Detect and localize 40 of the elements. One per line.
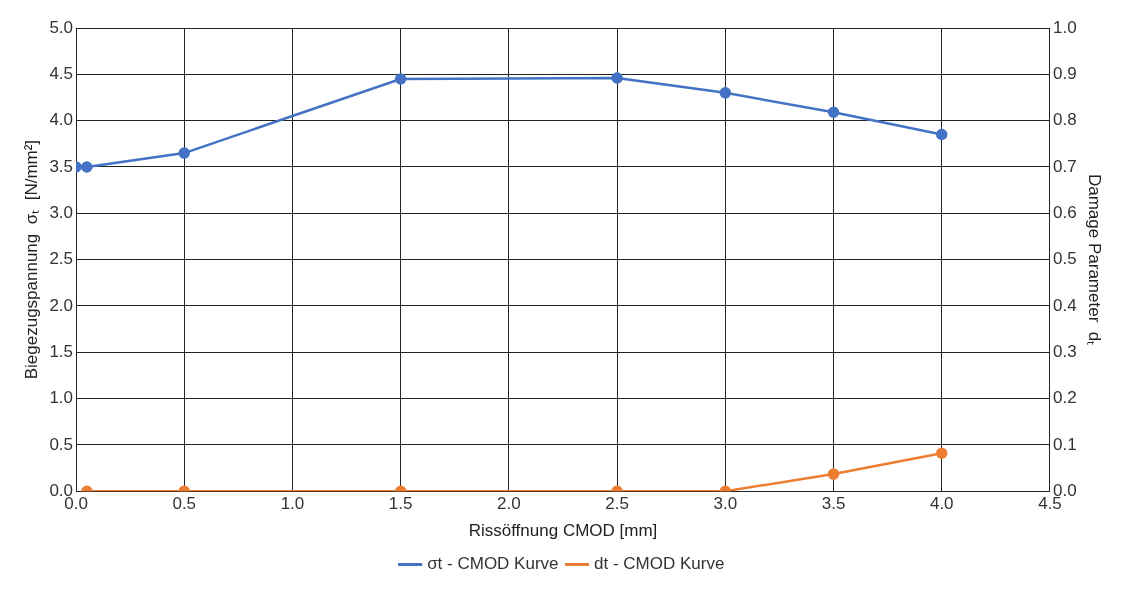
y2-tick-label: 0.6 bbox=[1052, 202, 1077, 222]
x-axis-title: Rissöffnung CMOD [mm] bbox=[468, 521, 658, 541]
y-tick-label: 0.5 bbox=[49, 434, 74, 454]
y2-tick-label: 0.4 bbox=[1052, 295, 1077, 315]
y-tick-label: 2.5 bbox=[49, 249, 74, 269]
legend-label: σt - CMOD Kurve bbox=[427, 554, 559, 574]
point bbox=[178, 147, 190, 159]
y-tick-label: 3.5 bbox=[49, 156, 74, 176]
y-tick-label: 3.0 bbox=[49, 202, 74, 222]
y-axis-title: Biegezugspannung σₜ [N/mm²] bbox=[21, 139, 41, 380]
y2-tick-label: 0.2 bbox=[1052, 388, 1077, 408]
point bbox=[611, 72, 623, 84]
point bbox=[81, 161, 93, 173]
y2-tick-label: 0.7 bbox=[1052, 156, 1077, 176]
y2-tick-label: 1.0 bbox=[1052, 17, 1077, 37]
point bbox=[719, 87, 732, 99]
x-tick-label: 3.0 bbox=[713, 494, 738, 514]
point bbox=[936, 128, 948, 141]
y2-tick-label: 0.3 bbox=[1052, 341, 1077, 361]
y-tick-label: 1.0 bbox=[49, 388, 74, 408]
y-tick-label: 4.5 bbox=[49, 64, 74, 84]
point bbox=[394, 73, 407, 85]
x-tick-label: 3.5 bbox=[821, 494, 846, 514]
y2-tick-label: 0.5 bbox=[1052, 249, 1077, 269]
legend-label: dt - CMOD Kurve bbox=[594, 554, 725, 574]
y-tick-label: 2.0 bbox=[49, 295, 74, 315]
x-tick-label: 0.5 bbox=[172, 494, 197, 514]
x-tick-label: 4.0 bbox=[929, 494, 954, 514]
x-tick-label: 2.5 bbox=[605, 494, 629, 514]
y2-tick-label: 0.1 bbox=[1052, 434, 1077, 454]
x-tick-label: 2.0 bbox=[497, 494, 521, 514]
x-tick-label: 1.5 bbox=[388, 494, 413, 514]
point bbox=[827, 106, 840, 119]
x-tick-label: 1.0 bbox=[280, 494, 305, 514]
y-tick-label: 1.5 bbox=[49, 341, 74, 361]
y2-axis-title: Damage Parameter dₜ bbox=[1085, 173, 1105, 346]
y-tick-label: 4.0 bbox=[49, 110, 74, 130]
y2-tick-label: 0.8 bbox=[1052, 110, 1077, 130]
y2-tick-label: 0.9 bbox=[1052, 64, 1077, 84]
y-tick-label: 5.0 bbox=[49, 17, 74, 37]
